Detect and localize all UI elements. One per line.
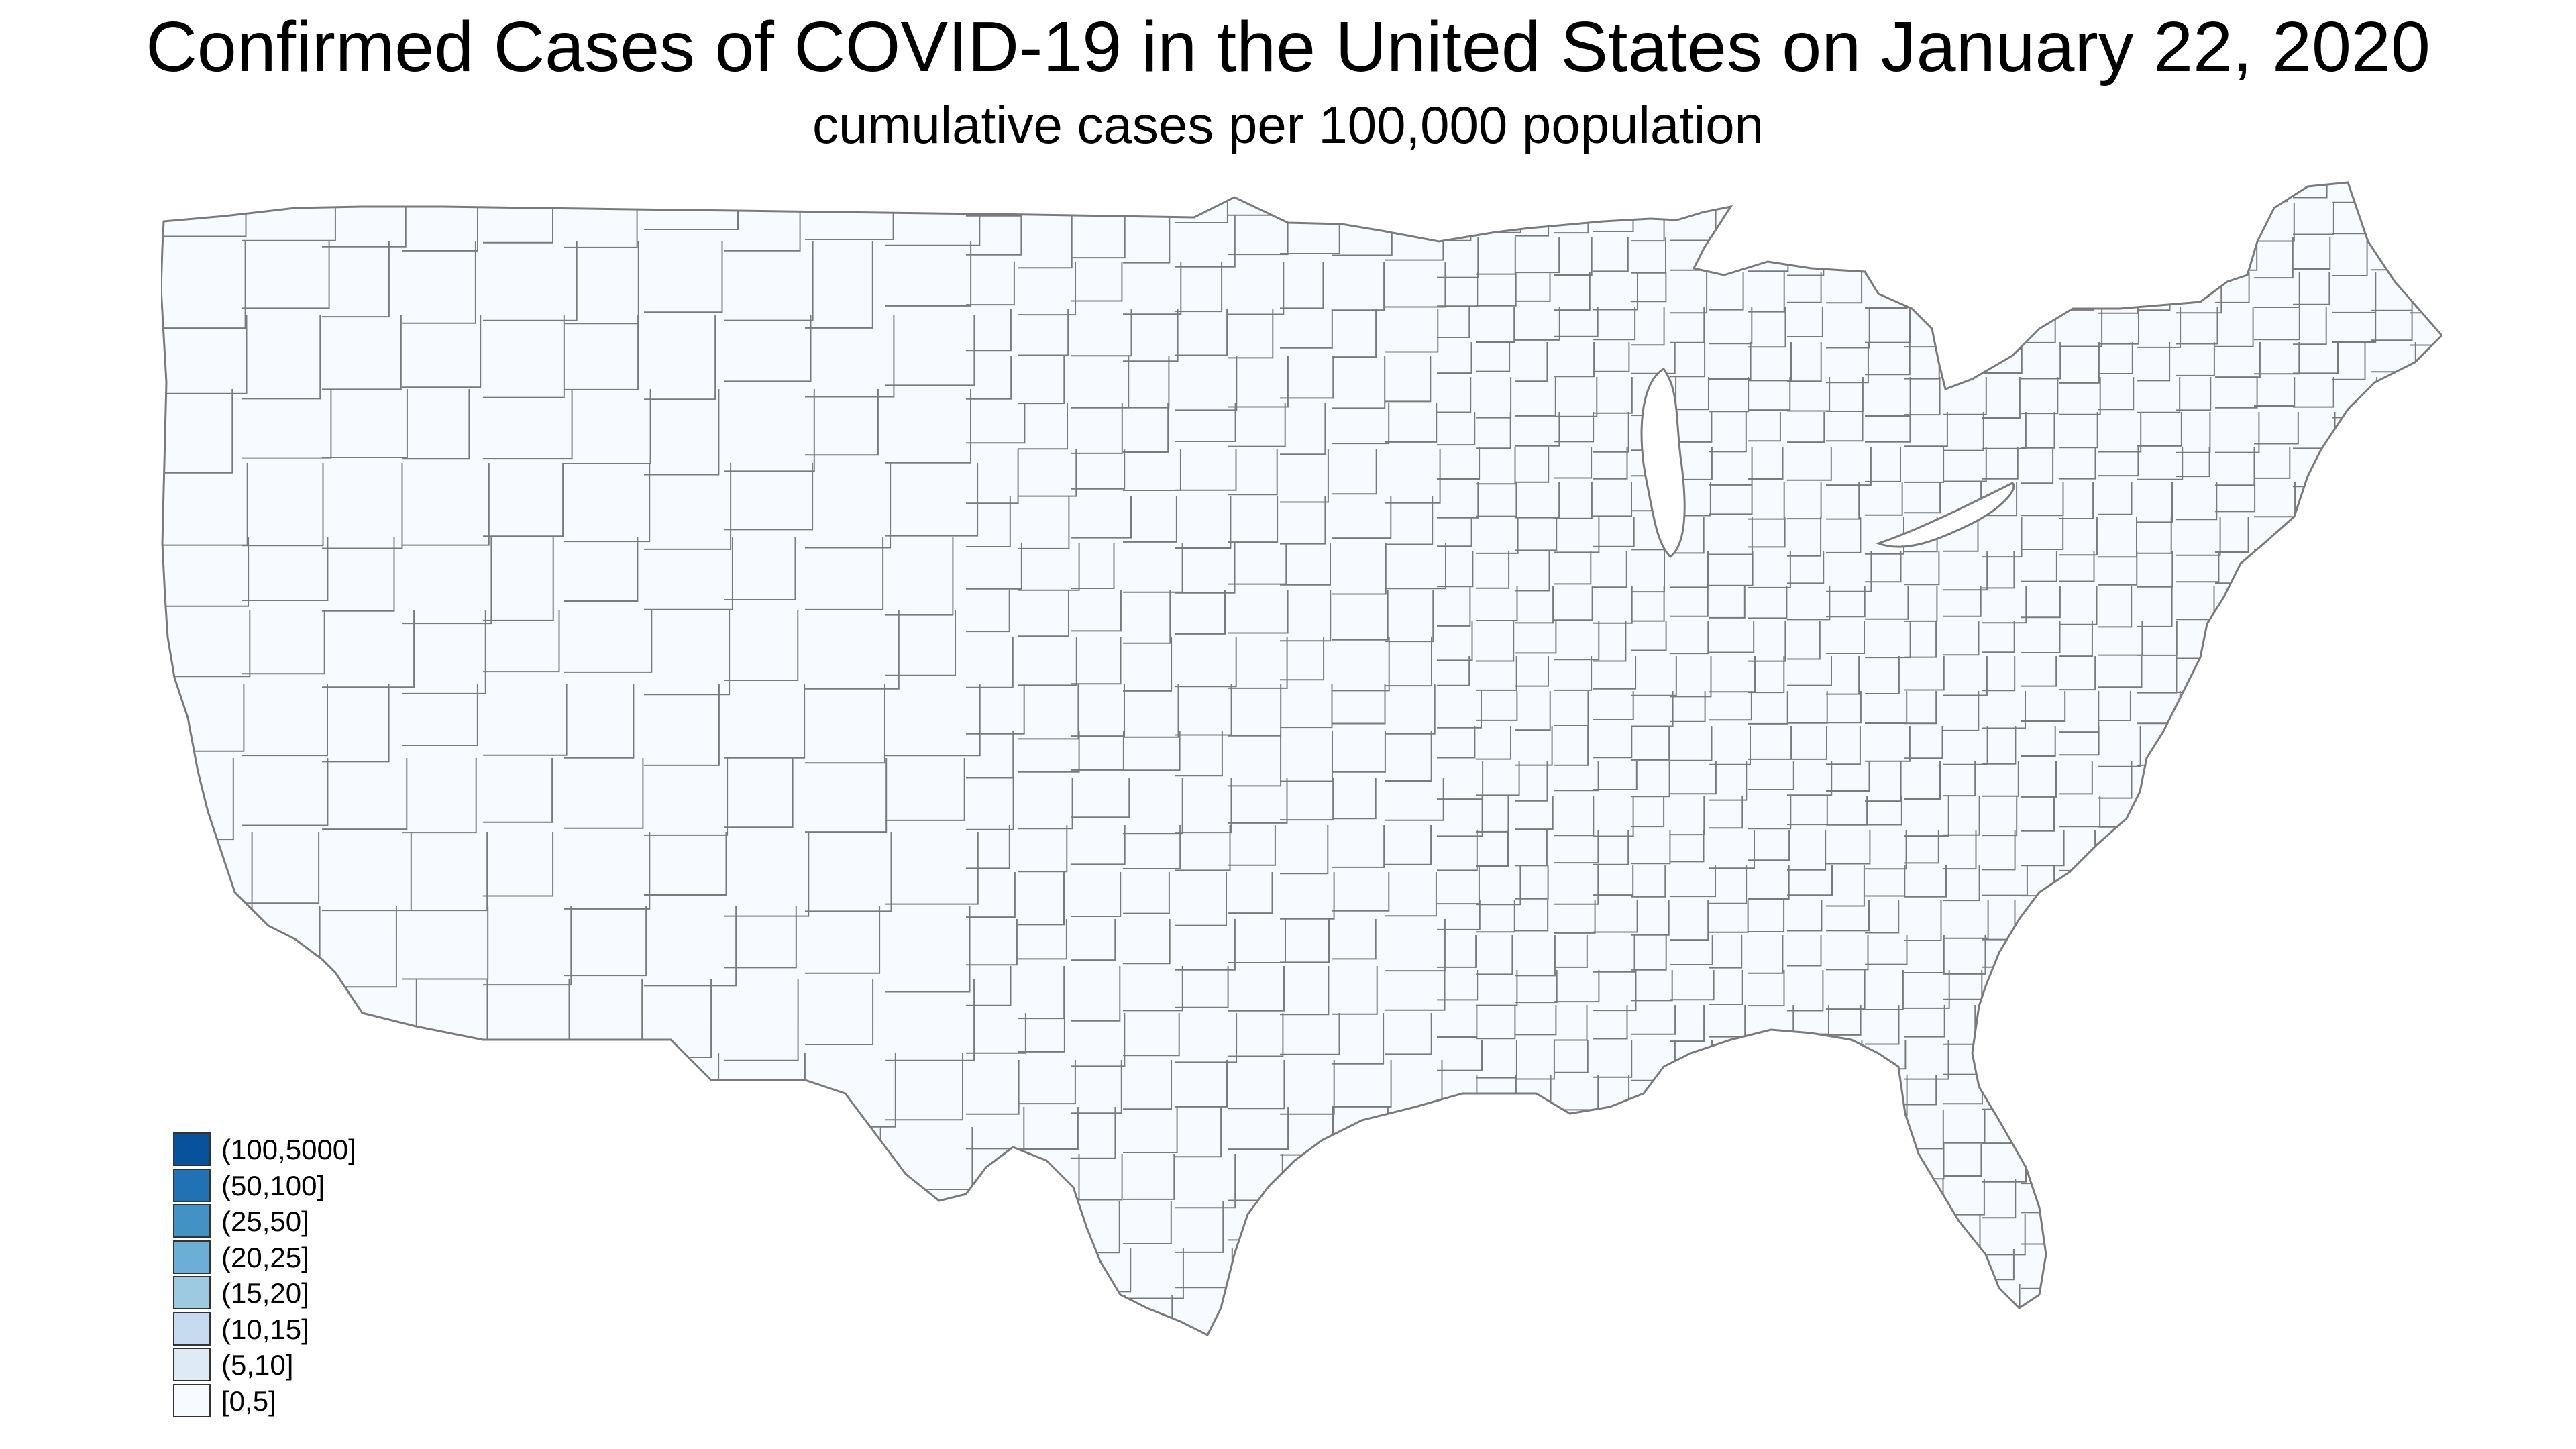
legend-label: (20,25]	[221, 1241, 309, 1273]
legend-item: [0,5]	[173, 1383, 455, 1420]
legend-label: (25,50]	[221, 1205, 309, 1237]
legend-swatch	[173, 1132, 211, 1166]
county-choropleth	[161, 181, 2442, 1337]
us-outline	[161, 181, 2442, 1337]
legend-item: (5,10]	[173, 1348, 455, 1384]
legend-swatch	[173, 1311, 211, 1346]
legend-item: (20,25]	[173, 1240, 455, 1277]
legend-label: (5,10]	[221, 1349, 294, 1381]
legend-swatch	[173, 1276, 211, 1309]
legend-label: (10,15]	[221, 1313, 309, 1345]
legend-swatch	[173, 1168, 211, 1202]
legend-item: (100,5000]	[173, 1132, 455, 1169]
legend-item: (15,20]	[173, 1276, 455, 1312]
legend-swatch	[173, 1383, 211, 1417]
map-subtitle: cumulative cases per 100,000 population	[812, 95, 1764, 154]
map-title: Confirmed Cases of COVID-19 in the Unite…	[146, 7, 2430, 87]
map-legend: (100,5000] (50,100] (25,50] (20,25] (15,…	[173, 1132, 455, 1419]
us-county-map	[161, 168, 2442, 1442]
legend-item: (25,50]	[173, 1204, 455, 1240]
legend-label: (50,100]	[221, 1169, 325, 1201]
legend-label: (15,20]	[221, 1277, 309, 1309]
lake-michigan	[1640, 368, 1686, 559]
legend-label: (100,5000]	[221, 1134, 356, 1165]
legend-label: [0,5]	[221, 1385, 276, 1417]
legend-item: (50,100]	[173, 1168, 455, 1205]
legend-swatch	[173, 1240, 211, 1274]
legend-item: (10,15]	[173, 1311, 455, 1348]
us-land	[161, 182, 2442, 1335]
lake-erie	[1875, 482, 2015, 548]
legend-swatch	[173, 1348, 211, 1381]
legend-swatch	[173, 1204, 211, 1238]
